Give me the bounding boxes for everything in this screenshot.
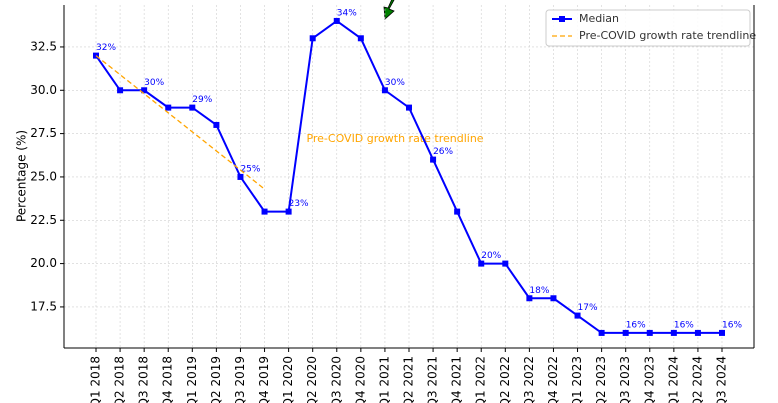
x-tick-label: Q3 2018 xyxy=(137,356,151,403)
marker xyxy=(622,329,629,336)
x-tick-label: Q3 2021 xyxy=(426,356,440,403)
marker xyxy=(285,208,292,215)
x-tick-label: Q3 2023 xyxy=(618,356,632,403)
marker xyxy=(309,35,316,42)
y-tick-label: 27.5 xyxy=(30,126,57,140)
x-tick-label: Q2 2021 xyxy=(402,356,416,403)
legend-label: Pre-COVID growth rate trendline xyxy=(579,29,756,42)
marker xyxy=(165,104,172,111)
data-label: 25% xyxy=(240,164,260,174)
marker xyxy=(213,121,220,128)
x-tick-label: Q3 2020 xyxy=(329,356,343,403)
data-label: 34% xyxy=(337,8,357,18)
x-tick-label: Q2 2024 xyxy=(690,356,704,403)
data-label: 23% xyxy=(289,199,309,209)
y-tick-label: 32.5 xyxy=(30,39,57,53)
data-label: 16% xyxy=(626,320,646,330)
marker xyxy=(598,329,605,336)
data-label: 16% xyxy=(722,320,742,330)
y-tick-label: 17.5 xyxy=(30,299,57,313)
x-tick-label: Q1 2019 xyxy=(185,356,199,403)
marker xyxy=(333,17,340,24)
trendline xyxy=(95,55,265,190)
marker xyxy=(261,208,268,215)
x-tick-label: Q2 2022 xyxy=(498,356,512,403)
x-tick-label: Q4 2020 xyxy=(353,356,367,403)
marker xyxy=(406,104,412,111)
marker xyxy=(502,260,509,267)
marker xyxy=(478,260,485,267)
marker xyxy=(550,295,557,302)
marker xyxy=(237,173,244,180)
x-tick-label: Q3 2019 xyxy=(233,356,247,403)
x-tick-label: Q1 2021 xyxy=(377,356,391,403)
data-label: 29% xyxy=(192,95,212,105)
x-tick-label: Q2 2019 xyxy=(209,356,223,403)
x-tick-label: Q4 2018 xyxy=(161,356,175,403)
marker xyxy=(189,104,196,111)
legend-marker xyxy=(559,16,565,22)
annotation: Pre-COVID growth rate trendline xyxy=(306,132,483,145)
legend-box xyxy=(545,9,751,47)
marker xyxy=(117,87,124,94)
data-label: 16% xyxy=(674,320,694,330)
x-tick-label: Q1 2024 xyxy=(666,356,680,403)
data-label: 20% xyxy=(481,251,501,261)
marker xyxy=(526,295,533,302)
data-label: 30% xyxy=(144,78,164,88)
x-tick-label: Q4 2021 xyxy=(450,356,464,403)
x-tick-label: Q1 2023 xyxy=(570,356,584,403)
y-tick-label: 20.0 xyxy=(30,256,57,270)
marker xyxy=(719,329,725,336)
marker xyxy=(430,156,437,163)
annotation-arrow xyxy=(383,0,395,20)
marker xyxy=(646,329,653,336)
data-label: 26% xyxy=(433,147,453,157)
x-tick-label: Q4 2023 xyxy=(642,356,656,403)
data-label: 18% xyxy=(529,286,549,296)
marker xyxy=(574,312,581,319)
marker xyxy=(357,35,364,42)
marker xyxy=(141,87,148,94)
y-tick-label: 22.5 xyxy=(30,213,57,227)
y-axis-label: Percentage (%) xyxy=(15,130,29,222)
x-tick-label: Q2 2020 xyxy=(305,356,319,403)
marker xyxy=(694,329,701,336)
x-tick-label: Q3 2022 xyxy=(522,356,536,403)
marker xyxy=(381,87,388,94)
x-tick-label: Q2 2018 xyxy=(113,356,127,403)
marker xyxy=(454,208,461,215)
y-tick-label: 30.0 xyxy=(30,83,57,97)
x-tick-label: Q1 2018 xyxy=(89,356,103,403)
x-tick-label: Q1 2022 xyxy=(474,356,488,403)
legend-label: Median xyxy=(579,12,619,25)
x-tick-label: Q1 2020 xyxy=(281,356,295,403)
x-tick-label: Q2 2023 xyxy=(594,356,608,403)
x-tick-label: Q4 2022 xyxy=(546,356,560,403)
x-tick-label: Q3 2024 xyxy=(715,356,729,403)
y-tick-label: 25.0 xyxy=(30,169,57,183)
data-label: 32% xyxy=(96,43,116,53)
data-label: 17% xyxy=(578,303,598,313)
x-tick-label: Q4 2019 xyxy=(257,356,271,403)
marker xyxy=(670,329,677,336)
data-label: 30% xyxy=(385,78,405,88)
